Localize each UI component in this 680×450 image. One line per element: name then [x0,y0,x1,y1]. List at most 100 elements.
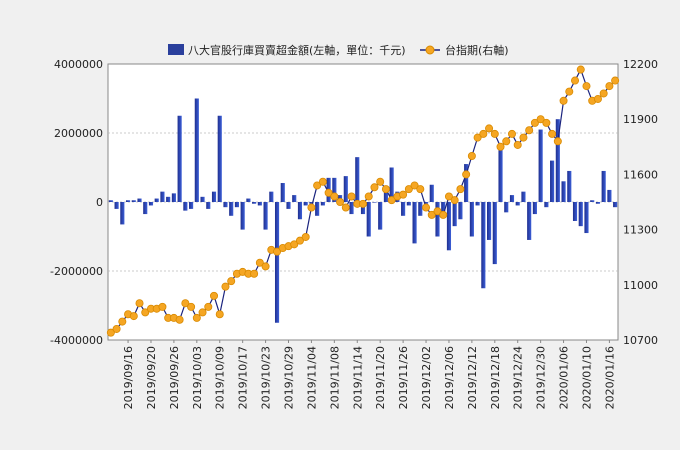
bar-17 [206,202,211,209]
bar-14 [189,202,194,209]
index-point-56 [427,210,436,219]
x-tick-label-8: 2019/11/04 [305,346,318,409]
bar-26 [257,202,262,206]
index-point-39 [330,192,339,201]
bar-34 [303,202,308,206]
index-point-62 [462,170,471,179]
bar-45 [366,202,371,237]
right-tick-label-4: 11900 [623,113,658,126]
bar-36 [315,202,320,216]
bar-9 [160,191,165,202]
x-tick-label-21: 2020/01/16 [603,346,616,409]
index-point-61 [456,185,465,194]
bar-2 [120,202,125,225]
bar-79 [561,181,566,202]
index-point-83 [582,82,591,91]
bar-11 [171,193,176,202]
x-tick-label-16: 2019/12/18 [489,346,502,409]
index-point-54 [416,185,425,194]
x-tick-label-13: 2019/12/02 [420,346,433,409]
index-point-42 [347,192,356,201]
bar-24 [246,198,251,202]
bar-23 [240,202,245,230]
x-tick-label-19: 2020/01/06 [558,346,571,409]
bar-58 [441,202,446,216]
bar-85 [595,202,601,204]
index-point-15 [192,313,201,322]
bar-25 [252,202,257,204]
bar-21 [229,202,234,216]
bar-74 [532,202,537,215]
bar-10 [166,196,171,202]
bar-57 [435,202,440,237]
bar-46 [372,202,377,203]
bar-61 [458,202,463,220]
x-tick-label-0: 2019/09/16 [122,346,135,409]
index-point-55 [422,203,431,212]
x-tick-label-17: 2019/12/24 [512,346,525,409]
bar-78 [555,119,560,202]
index-point-25 [250,269,259,278]
index-point-86 [599,89,608,98]
legend: 八大官股行庫買賣超金額(左軸，單位：千元) 台指期(右軸) [168,43,509,57]
bar-64 [475,202,480,206]
x-tick-label-1: 2019/09/20 [145,346,158,409]
index-point-17 [204,302,213,311]
left-tick-label-2: 0 [96,196,103,209]
bar-56 [429,184,434,202]
bar-42 [349,202,354,215]
bar-88 [613,202,618,208]
right-tick-label-5: 12200 [623,58,658,71]
bar-44 [360,202,366,215]
bar-72 [521,191,526,202]
right-tick-label-1: 11000 [623,279,658,292]
bar-4 [131,200,136,202]
bar-73 [527,202,532,240]
index-point-79 [559,96,568,105]
index-point-49 [387,196,396,205]
index-point-51 [399,190,408,199]
bar-83 [584,202,589,234]
index-point-85 [593,94,602,103]
x-tick-label-18: 2019/12/30 [535,346,548,409]
bar-20 [223,202,228,208]
index-point-21 [227,277,236,286]
bar-18 [211,191,217,202]
x-tick-label-6: 2019/10/23 [260,346,273,409]
index-point-87 [605,82,614,91]
x-tick-label-11: 2019/11/20 [374,346,387,409]
bar-70 [509,195,515,202]
bar-68 [498,146,503,202]
index-point-2 [118,317,127,326]
index-point-13 [181,299,190,308]
bar-series [108,98,618,323]
index-point-75 [536,115,545,124]
bar-55 [423,202,429,204]
bar-75 [538,129,543,202]
index-point-29 [273,247,282,256]
right-tick-label-0: 10700 [623,334,658,347]
index-point-74 [530,118,539,127]
index-point-27 [261,262,270,271]
index-point-73 [525,126,534,135]
x-tick-label-9: 2019/11/08 [328,346,341,409]
index-point-52 [404,185,413,194]
right-tick-label-2: 11300 [623,224,658,237]
index-point-18 [210,291,219,300]
index-point-32 [290,240,299,249]
bar-6 [143,202,148,215]
index-point-63 [467,151,476,160]
bar-35 [309,202,314,204]
index-point-65 [479,129,488,138]
index-point-20 [221,282,230,291]
x-tick-label-12: 2019/11/26 [397,346,410,409]
index-point-53 [410,181,419,190]
index-point-78 [553,137,562,146]
bar-16 [200,196,205,202]
line-series [106,65,620,337]
index-point-44 [358,199,367,208]
index-point-69 [502,137,511,146]
index-point-64 [473,133,482,142]
index-point-6 [141,308,150,317]
